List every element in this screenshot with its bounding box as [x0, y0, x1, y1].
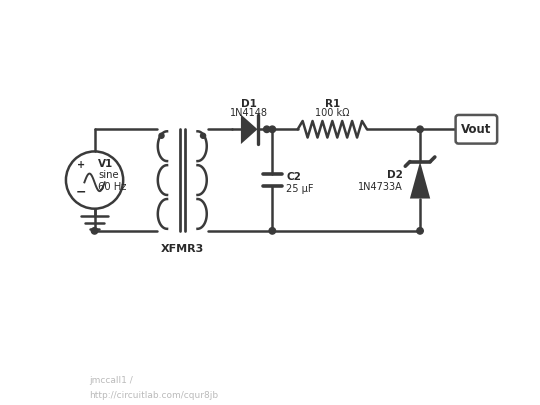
- Circle shape: [417, 126, 423, 132]
- Circle shape: [159, 133, 164, 138]
- Text: 60 Hz: 60 Hz: [98, 182, 126, 192]
- Text: C2: C2: [286, 172, 301, 182]
- Polygon shape: [410, 162, 430, 198]
- Circle shape: [200, 133, 206, 138]
- Circle shape: [264, 126, 270, 132]
- Text: D1: D1: [241, 99, 257, 109]
- Text: sine: sine: [98, 171, 119, 181]
- Text: Vout: Vout: [461, 123, 491, 136]
- Circle shape: [417, 228, 423, 234]
- Circle shape: [91, 228, 98, 234]
- Text: http://circuitlab.com/cqur8jb: http://circuitlab.com/cqur8jb: [89, 390, 218, 399]
- Text: V1: V1: [98, 159, 113, 169]
- Text: 25 μF: 25 μF: [286, 184, 314, 194]
- Text: 1N4148: 1N4148: [230, 108, 268, 118]
- Text: −: −: [76, 185, 86, 198]
- Text: CIRCUIT: CIRCUIT: [11, 374, 58, 384]
- Polygon shape: [241, 115, 258, 144]
- Circle shape: [269, 228, 275, 234]
- Circle shape: [269, 126, 275, 132]
- Text: R1: R1: [325, 99, 340, 109]
- Text: +: +: [77, 160, 85, 170]
- Text: ∼W─►LAB: ∼W─►LAB: [11, 390, 49, 399]
- FancyBboxPatch shape: [456, 115, 497, 144]
- Text: Test #2 Problem #4: Test #2 Problem #4: [145, 375, 245, 385]
- Text: 100 kΩ: 100 kΩ: [315, 108, 349, 118]
- Text: XFMR3: XFMR3: [161, 244, 204, 254]
- Text: D2: D2: [387, 170, 402, 179]
- Text: jmccall1 /: jmccall1 /: [89, 375, 136, 385]
- Text: 1N4733A: 1N4733A: [358, 181, 402, 192]
